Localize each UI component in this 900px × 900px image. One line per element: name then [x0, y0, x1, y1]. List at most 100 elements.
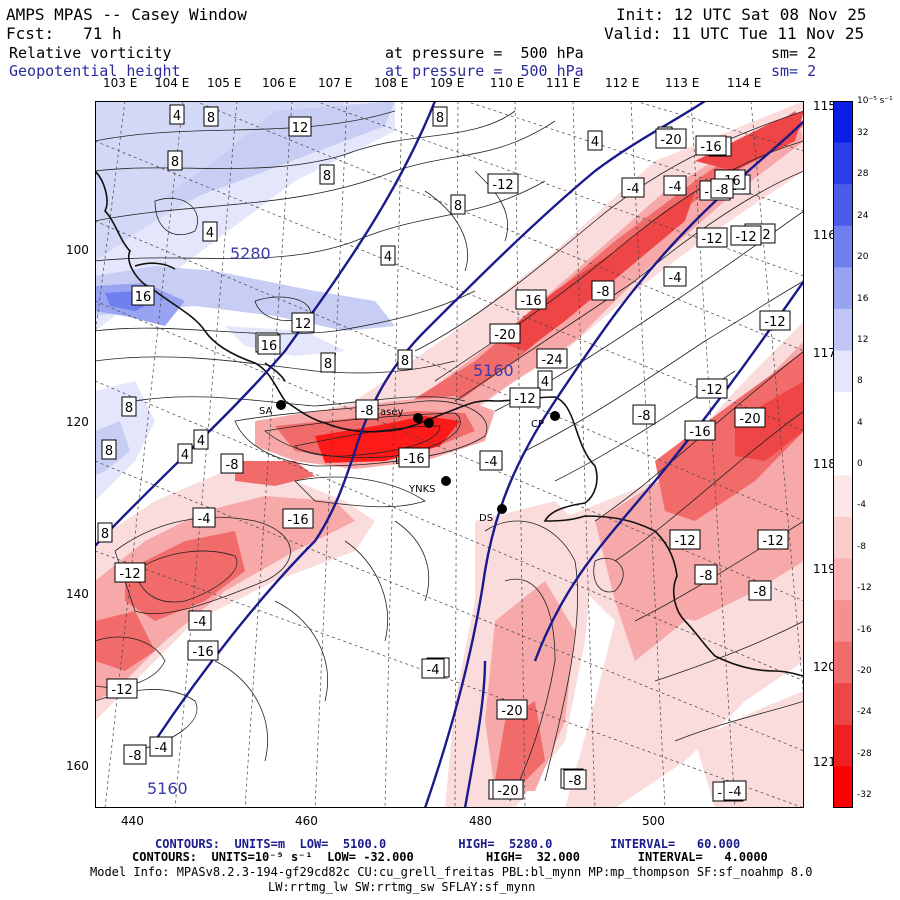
vorticity-label: -12 — [696, 227, 728, 248]
svg-text:-12: -12 — [762, 534, 783, 549]
colorbar-tick-label: -28 — [857, 748, 872, 759]
svg-text:4: 4 — [181, 448, 189, 463]
station-marker — [550, 411, 560, 421]
station-marker — [441, 476, 451, 486]
svg-text:-12: -12 — [701, 232, 722, 247]
vorticity-label: -20 — [734, 407, 766, 428]
svg-text:-4: -4 — [155, 741, 168, 756]
vorticity-label: -8 — [355, 399, 379, 420]
vorticity-label: -8 — [220, 453, 244, 474]
lon-label: 112 E — [605, 76, 640, 90]
vorticity-label: -12 — [757, 529, 789, 550]
svg-text:16: 16 — [135, 290, 152, 305]
vorticity-label: -8 — [563, 769, 587, 790]
vorticity-label: -20 — [489, 323, 521, 344]
vorticity-label: -16 — [187, 640, 219, 661]
svg-text:8: 8 — [436, 111, 444, 126]
colorbar-tick-label: 32 — [857, 128, 869, 138]
lon-label: 110 E — [490, 76, 525, 90]
station-label: YNKS — [408, 484, 436, 495]
vorticity-label: -12 — [114, 562, 146, 583]
svg-text:-12: -12 — [111, 683, 132, 698]
svg-text:-4: -4 — [669, 271, 682, 286]
coastline — [95, 170, 804, 677]
svg-text:-8: -8 — [700, 569, 713, 584]
lon-label: 106 E — [262, 76, 297, 90]
svg-text:8: 8 — [171, 155, 179, 170]
vorticity-label: 8 — [432, 106, 448, 127]
vorticity-label: -4 — [421, 658, 445, 679]
svg-text:-20: -20 — [494, 328, 515, 343]
colorbar-bin — [833, 392, 853, 435]
station-label: Casey — [373, 407, 403, 418]
lon-label: 104 E — [155, 76, 190, 90]
svg-text:-20: -20 — [501, 704, 522, 719]
init-time: Init: 12 UTC Sat 08 Nov 25 — [616, 5, 867, 24]
svg-text:-8: -8 — [754, 585, 767, 600]
svg-text:-4: -4 — [627, 182, 640, 197]
colorbar-tick-label: 28 — [857, 169, 869, 180]
lon-label: 105 E — [207, 76, 242, 90]
svg-text:12: 12 — [292, 121, 309, 136]
vorticity-label: -8 — [123, 744, 147, 765]
colorbar-bin — [833, 267, 853, 310]
vorticity-label: -20 — [492, 779, 524, 800]
vorticity-label: -20 — [655, 128, 687, 149]
height-label: 5160 — [473, 361, 514, 380]
svg-text:-16: -16 — [192, 645, 213, 660]
x-tick-label: 480 — [469, 814, 492, 828]
svg-text:8: 8 — [401, 354, 409, 369]
vorticity-label: -8 — [748, 580, 772, 601]
svg-text:-4: -4 — [194, 615, 207, 630]
svg-text:8: 8 — [323, 169, 331, 184]
field2-name: Geopotential height — [9, 62, 181, 80]
vorticity-label: -12 — [696, 378, 728, 399]
svg-text:4: 4 — [384, 250, 392, 265]
station-marker — [413, 413, 423, 423]
svg-text:4: 4 — [591, 135, 599, 150]
field1-level: at pressure = 500 hPa — [385, 44, 584, 62]
vorticity-label: 4 — [169, 104, 185, 125]
station-marker — [424, 418, 434, 428]
colorbar-bin — [833, 350, 853, 393]
map-panel: 5280 5160 5160 SA Casey LD YNKS DS CP 48… — [95, 101, 804, 808]
colorbar-bin — [833, 600, 853, 643]
svg-text:-12: -12 — [492, 178, 513, 193]
vorticity-label: 12 — [291, 312, 315, 333]
svg-text:8: 8 — [105, 444, 113, 459]
svg-text:-16: -16 — [689, 425, 710, 440]
lon-label: 109 E — [430, 76, 465, 90]
station-label: SA — [259, 406, 273, 417]
colorbar-bin — [833, 724, 853, 767]
vorticity-label: 12 — [288, 116, 312, 137]
colorbar-tick-label: -8 — [857, 541, 866, 552]
vorticity-label: 8 — [397, 349, 413, 370]
latlon-grid — [95, 101, 804, 808]
colorbar-tick-label: 24 — [857, 210, 869, 221]
station-marker — [497, 504, 507, 514]
y-tick-label: 120 — [66, 415, 89, 429]
vorticity-label: -12 — [759, 310, 791, 331]
vorticity-label: -4 — [479, 450, 503, 471]
plot-title: AMPS MPAS -- Casey Window — [6, 5, 247, 24]
vorticity-label: -16 — [515, 289, 547, 310]
colorbar-tick-label: -32 — [857, 790, 872, 800]
x-tick-label: 440 — [121, 814, 144, 828]
svg-text:-12: -12 — [735, 230, 756, 245]
svg-text:-12: -12 — [701, 383, 722, 398]
vorticity-label: -16 — [398, 447, 430, 468]
svg-text:-4: -4 — [485, 455, 498, 470]
vorticity-label: -16 — [695, 135, 727, 156]
svg-text:-4: -4 — [729, 785, 742, 800]
svg-text:4: 4 — [541, 375, 549, 390]
svg-text:-16: -16 — [700, 140, 721, 155]
svg-text:-16: -16 — [403, 452, 424, 467]
vorticity-label: -4 — [723, 780, 747, 801]
y-tick-label: 160 — [66, 759, 89, 773]
colorbar-bin — [833, 558, 853, 601]
colorbar-tick-label: -12 — [857, 583, 872, 594]
colorbar-tick-label: 20 — [857, 252, 869, 263]
vorticity-label: 4 — [380, 245, 396, 266]
vorticity-label: -12 — [509, 387, 541, 408]
svg-text:-12: -12 — [514, 392, 535, 407]
